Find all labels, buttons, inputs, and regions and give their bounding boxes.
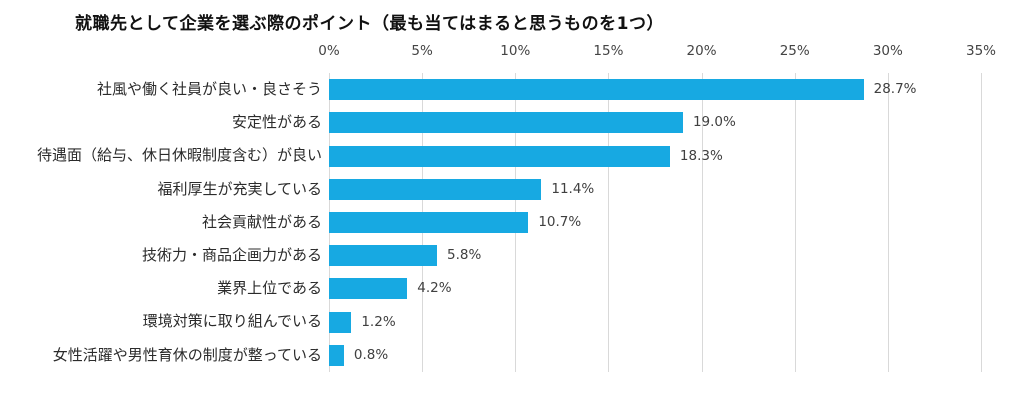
category-label: 社会貢献性がある: [201, 212, 322, 231]
category-label: 社風や働く社員が良い・良さそう: [96, 80, 322, 98]
x-tick-label: 5%: [411, 43, 433, 59]
x-tick-label: 10%: [500, 43, 531, 59]
value-label: 18.3%: [679, 147, 723, 164]
x-tick-label: 35%: [965, 43, 997, 59]
bar: [329, 311, 352, 333]
value-label: 5.8%: [447, 247, 482, 264]
x-tick-label: 0%: [318, 43, 340, 59]
bar: [329, 178, 542, 200]
category-label: 女性活躍や男性育休の制度が整っている: [52, 345, 322, 364]
category-label: 安定性がある: [231, 113, 322, 132]
bar: [329, 344, 344, 366]
value-label: 28.7%: [873, 81, 917, 98]
category-label: 業界上位である: [217, 279, 322, 298]
gridline: [608, 73, 610, 372]
x-tick-label: 25%: [779, 43, 810, 59]
chart-title: 就職先として企業を選ぶ際のポイント（最も当てはまると思うものを1つ）: [75, 14, 664, 34]
value-label: 4.2%: [417, 280, 452, 297]
category-label: 待遇面（給与、休日休暇制度含む）が良い: [36, 146, 322, 165]
value-label: 11.4%: [551, 180, 595, 197]
bar: [329, 112, 683, 134]
value-label: 1.2%: [361, 313, 396, 330]
x-tick-label: 15%: [593, 43, 624, 59]
bar: [329, 79, 864, 101]
value-label: 19.0%: [692, 114, 736, 131]
value-label: 10.7%: [538, 213, 582, 230]
bar: [329, 278, 408, 300]
x-tick-label: 30%: [872, 43, 903, 59]
category-label: 環境対策に取り組んでいる: [142, 312, 322, 331]
gridline: [794, 73, 796, 372]
gridline: [887, 73, 889, 372]
value-label: 0.8%: [353, 346, 389, 363]
gridline: [701, 73, 703, 372]
bar: [329, 245, 438, 267]
category-label: 福利厚生が充実している: [157, 179, 322, 198]
x-tick-label: 20%: [686, 43, 717, 59]
category-label: 技術力・商品企画力がある: [141, 246, 322, 264]
bar: [329, 145, 670, 167]
gridline: [981, 73, 982, 372]
bar: [329, 211, 529, 233]
